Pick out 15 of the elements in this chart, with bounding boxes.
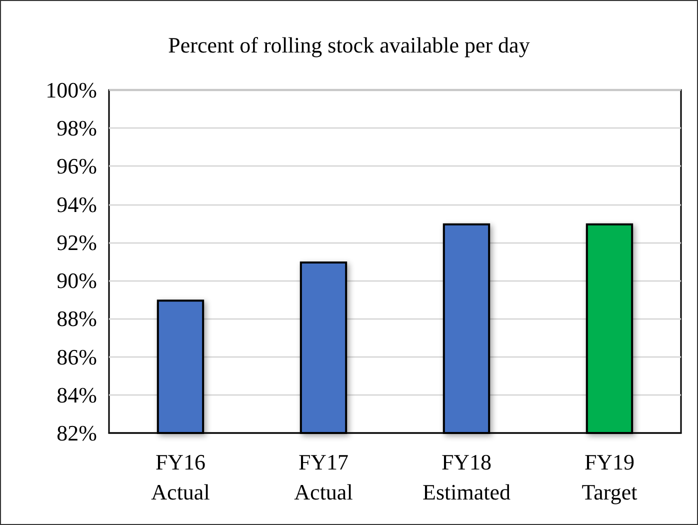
y-tick-label: 98% — [56, 116, 97, 141]
y-tick-label: 100% — [46, 78, 97, 102]
x-tick-label: FY18 Estimated — [422, 450, 510, 504]
x-tick-label: FY16 Actual — [151, 450, 210, 504]
y-tick-label: 92% — [56, 230, 97, 255]
y-tick-label: 86% — [56, 344, 97, 370]
y-tick-label: 90% — [56, 268, 97, 294]
chart-title: Percent of rolling stock available per day — [168, 32, 530, 58]
y-tick-label: 94% — [56, 192, 97, 217]
y-tick-label: 82% — [56, 420, 97, 446]
y-tick-label: 96% — [56, 154, 97, 179]
y-tick-label: 84% — [56, 382, 97, 408]
x-tick-label: FY17 Actual — [294, 450, 353, 504]
x-tick-label: FY19 Target — [582, 450, 638, 504]
y-tick-label: 88% — [56, 306, 97, 332]
